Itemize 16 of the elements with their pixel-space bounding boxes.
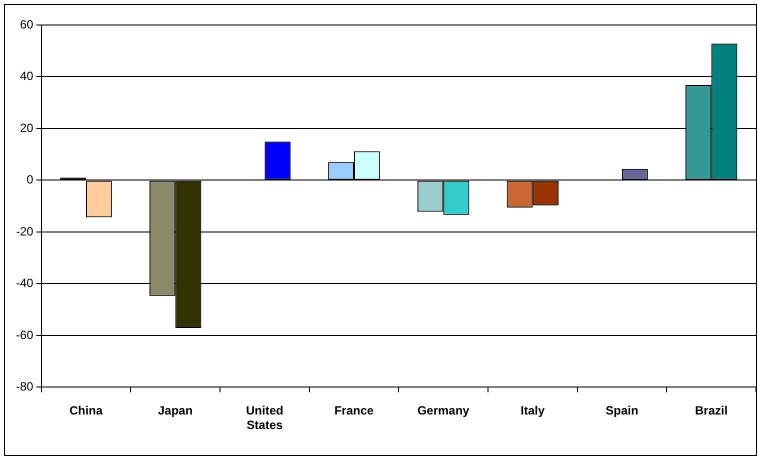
x-tick-label: United States: [246, 404, 284, 432]
x-tick-label: Germany: [417, 404, 470, 418]
y-tick-label: -20: [16, 224, 34, 238]
y-tick-label: -40: [16, 276, 34, 290]
y-tick-label: 60: [20, 17, 34, 32]
x-tick-label: China: [69, 404, 103, 418]
x-tick-label: Spain: [606, 404, 638, 418]
y-tick-label: 0: [26, 172, 34, 187]
y-tick-label: 20: [20, 120, 34, 135]
x-tick-label: Japan: [158, 404, 193, 418]
x-tick-label: Brazil: [694, 404, 728, 418]
y-tick-label: -80: [16, 380, 34, 394]
y-tick-label: 40: [20, 69, 34, 84]
y-tick-label: -60: [16, 328, 34, 342]
x-tick-label: Italy: [520, 404, 545, 418]
x-tick-label: France: [334, 404, 374, 418]
